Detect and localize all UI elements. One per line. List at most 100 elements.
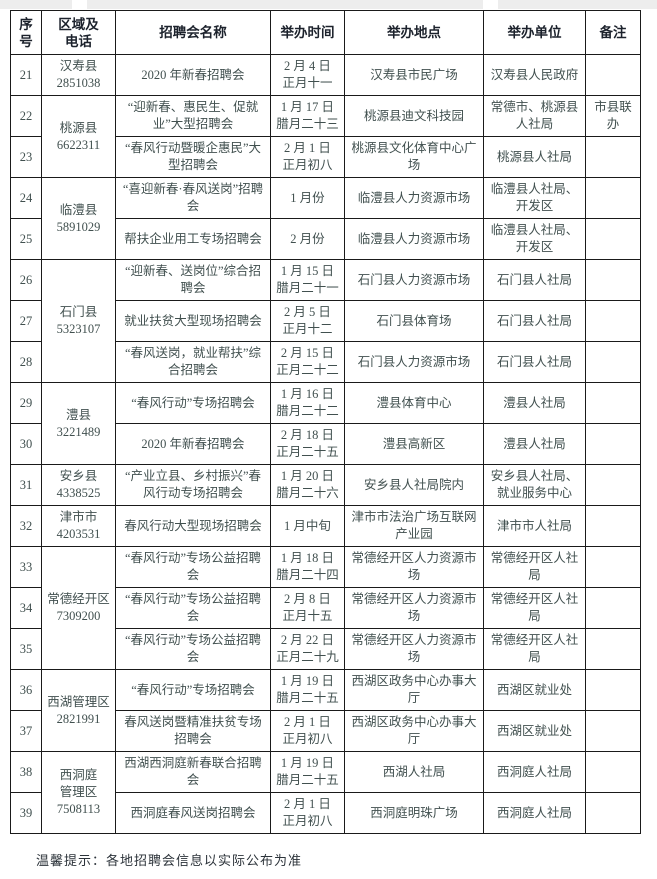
- table-row: 36 西湖管理区 2821991 “春风行动”专场招聘会 1 月 19 日 腊月二十五…: [10, 669, 641, 752]
- table-row: 33 常德经开区 7309200 “春风行动”专场公益招聘会 1 月 18 日 腊月二…: [10, 546, 641, 670]
- cell-time: 2 月 22 日 正月二十九: [270, 628, 345, 670]
- cell-place: 石门县人力资源市场: [344, 259, 484, 301]
- column-header: 备注: [585, 10, 641, 55]
- cell-place: 安乡县人社局院内: [344, 464, 484, 506]
- cell-region-phone: 西洞庭 管理区 7508113: [41, 751, 116, 834]
- cell-fair-name: “春风行动”专场招聘会: [115, 669, 271, 711]
- cell-note: [585, 382, 641, 424]
- cell-region-phone: 安乡县 4338525: [41, 464, 116, 506]
- cell-organizer: 汉寿县人民政府: [483, 54, 586, 96]
- cell-fair-name: “春风行动”专场公益招聘会: [115, 628, 271, 670]
- cell-fair-name: 春风送岗暨精准扶贫专场招聘会: [115, 710, 271, 752]
- cell-serial-number: 33: [10, 546, 42, 588]
- table-row: 24 临澧县 5891029 “喜迎新春·春风送岗”招聘会 1 月份 临澧县人力资源市场…: [10, 177, 641, 260]
- cell-region-phone: 津市市 4203531: [41, 505, 116, 547]
- cell-fair-name: “春风行动”专场公益招聘会: [115, 546, 271, 588]
- cell-region-phone: 澧县 3221489: [41, 382, 116, 465]
- cell-time: 2 月 8 日 正月十五: [270, 587, 345, 629]
- cell-note: [585, 751, 641, 793]
- cell-note: [585, 54, 641, 96]
- cell-organizer: 石门县人社局: [483, 259, 586, 301]
- cell-serial-number: 26: [10, 259, 42, 301]
- cell-serial-number: 22: [10, 95, 42, 137]
- cell-time: 1 月 18 日 腊月二十四: [270, 546, 345, 588]
- cell-place: 津市市法治广场互联网产业园: [344, 505, 484, 547]
- cell-organizer: 常德经开区人社局: [483, 587, 586, 629]
- column-header: 举办地点: [344, 10, 484, 55]
- cell-note: [585, 259, 641, 301]
- cell-serial-number: 37: [10, 710, 42, 752]
- cell-place: 西湖区政务中心办事大厅: [344, 710, 484, 752]
- cell-fair-name: “迎新春、惠民生、促就业”大型招聘会: [115, 95, 271, 137]
- cell-organizer: 临澧县人社局、开发区: [483, 177, 586, 219]
- cell-fair-name: 春风行动大型现场招聘会: [115, 505, 271, 547]
- cell-note: [585, 177, 641, 219]
- table-row: 39 西洞庭春风送岗招聘会 2 月 1 日 正月初八 西洞庭明珠广场 西洞庭人社局: [10, 792, 641, 834]
- cell-organizer: 常德市、桃源县人社局: [483, 95, 586, 137]
- cell-place: 常德经开区人力资源市场: [344, 546, 484, 588]
- cell-note: [585, 464, 641, 506]
- table-row: 34 “春风行动”专场公益招聘会 2 月 8 日 正月十五 常德经开区人力资源市场 常德…: [10, 587, 641, 629]
- cell-organizer: 桃源县人社局: [483, 136, 586, 178]
- cell-fair-name: “春风行动”专场招聘会: [115, 382, 271, 424]
- cell-fair-name: 2020 年新春招聘会: [115, 54, 271, 96]
- table-row: 23 “春风行动暨暖企惠民”大型招聘会 2 月 1 日 正月初八 桃源县文化体育中心广…: [10, 136, 641, 178]
- cell-serial-number: 34: [10, 587, 42, 629]
- cell-region-phone: 常德经开区 7309200: [41, 546, 116, 670]
- cell-place: 临澧县人力资源市场: [344, 218, 484, 260]
- cell-organizer: 常德经开区人社局: [483, 628, 586, 670]
- cell-time: 1 月 15 日 腊月二十一: [270, 259, 345, 301]
- column-header: 举办时间: [270, 10, 345, 55]
- cell-organizer: 临澧县人社局、开发区: [483, 218, 586, 260]
- cell-place: 石门县人力资源市场: [344, 341, 484, 383]
- cell-serial-number: 25: [10, 218, 42, 260]
- cell-organizer: 西洞庭人社局: [483, 751, 586, 793]
- cell-note: [585, 341, 641, 383]
- cell-serial-number: 31: [10, 464, 42, 506]
- cell-note: [585, 710, 641, 752]
- page-top-strip: [0, 0, 657, 9]
- cell-organizer: 津市市人社局: [483, 505, 586, 547]
- cell-time: 1 月 19 日 腊月二十五: [270, 669, 345, 711]
- cell-organizer: 西湖区就业处: [483, 710, 586, 752]
- cell-note: 市县联办: [585, 95, 641, 137]
- cell-time: 2 月 1 日 正月初八: [270, 710, 345, 752]
- table-row: 37 春风送岗暨精准扶贫专场招聘会 2 月 1 日 正月初八 西湖区政务中心办事大厅西…: [10, 710, 641, 752]
- cell-time: 2 月 15 日 正月二十二: [270, 341, 345, 383]
- table-row: 22 桃源县 6622311 “迎新春、惠民生、促就业”大型招聘会 1 月 17 日 …: [10, 95, 641, 178]
- job-fair-table: 序号 区域及 电话 招聘会名称 举办时间 举办地点 举办单位 备注 21 汉寿县 285103…: [10, 10, 641, 834]
- footer-note: 温馨提示：各地招聘会信息以实际公布为准: [36, 853, 303, 868]
- cell-serial-number: 38: [10, 751, 42, 793]
- cell-organizer: 澧县人社局: [483, 382, 586, 424]
- cell-fair-name: “春风送岗，就业帮扶”综合招聘会: [115, 341, 271, 383]
- cell-region-phone: 临澧县 5891029: [41, 177, 116, 260]
- header-row: 序号 区域及 电话 招聘会名称 举办时间 举办地点 举办单位 备注: [10, 10, 641, 55]
- cell-place: 澧县体育中心: [344, 382, 484, 424]
- cell-region-phone: 西湖管理区 2821991: [41, 669, 116, 752]
- cell-place: 西湖区政务中心办事大厅: [344, 669, 484, 711]
- cell-serial-number: 30: [10, 423, 42, 465]
- cell-fair-name: 西湖西洞庭新春联合招聘会: [115, 751, 271, 793]
- top-strip-notch: [483, 0, 498, 9]
- table-row: 21 汉寿县 2851038 2020 年新春招聘会 2 月 4 日 正月十一 汉寿县市…: [10, 54, 641, 96]
- cell-fair-name: “产业立县、乡村振兴”春风行动专场招聘会: [115, 464, 271, 506]
- cell-note: [585, 300, 641, 342]
- cell-serial-number: 23: [10, 136, 42, 178]
- cell-place: 石门县体育场: [344, 300, 484, 342]
- cell-note: [585, 792, 641, 834]
- cell-organizer: 澧县人社局: [483, 423, 586, 465]
- cell-place: 澧县高新区: [344, 423, 484, 465]
- column-header: 招聘会名称: [115, 10, 271, 55]
- cell-serial-number: 29: [10, 382, 42, 424]
- cell-time: 1 月 19 日 腊月二十五: [270, 751, 345, 793]
- table-row: 35 “春风行动”专场公益招聘会 2 月 22 日 正月二十九 常德经开区人力资源市场…: [10, 628, 641, 670]
- cell-time: 2 月 1 日 正月初八: [270, 136, 345, 178]
- cell-fair-name: “迎新春、送岗位”综合招聘会: [115, 259, 271, 301]
- cell-time: 1 月 17 日 腊月二十三: [270, 95, 345, 137]
- cell-place: 常德经开区人力资源市场: [344, 628, 484, 670]
- cell-time: 2 月份: [270, 218, 345, 260]
- cell-time: 1 月 20 日 腊月二十六: [270, 464, 345, 506]
- cell-serial-number: 28: [10, 341, 42, 383]
- cell-organizer: 西湖区就业处: [483, 669, 586, 711]
- cell-place: 桃源县文化体育中心广场: [344, 136, 484, 178]
